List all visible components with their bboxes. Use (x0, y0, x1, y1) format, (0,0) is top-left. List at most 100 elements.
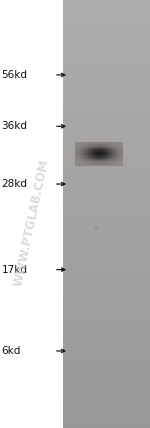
Bar (96, 147, 97, 148)
Bar (113, 142, 114, 143)
Bar (104, 146, 105, 147)
Bar (76, 146, 77, 147)
Bar (84, 152, 85, 153)
Bar (122, 145, 123, 146)
Bar (88, 152, 89, 153)
Bar (63, 315, 150, 317)
Bar (110, 155, 111, 157)
Bar (117, 165, 118, 166)
Bar (63, 321, 150, 322)
Bar (118, 157, 119, 158)
Bar (114, 146, 115, 147)
Bar (63, 385, 150, 386)
Bar (96, 145, 97, 146)
Bar (63, 424, 150, 425)
Bar (98, 147, 99, 148)
Bar (103, 143, 104, 145)
Bar (109, 165, 110, 166)
Bar (63, 144, 150, 146)
Bar (79, 146, 80, 147)
Bar (81, 165, 82, 166)
Bar (102, 160, 103, 161)
Bar (89, 151, 90, 152)
Bar (63, 113, 150, 114)
Bar (118, 148, 119, 149)
Bar (93, 155, 94, 157)
Bar (63, 107, 150, 108)
Bar (89, 165, 90, 166)
Bar (63, 369, 150, 371)
Bar (77, 152, 78, 153)
Bar (63, 338, 150, 339)
Bar (104, 143, 105, 145)
Bar (113, 160, 114, 161)
Bar (63, 364, 150, 365)
Bar (63, 31, 150, 33)
Bar (63, 214, 150, 215)
Bar (63, 218, 150, 220)
Bar (92, 165, 93, 166)
Bar (113, 152, 114, 153)
Bar (63, 84, 150, 86)
Bar (95, 165, 96, 166)
Bar (109, 161, 110, 163)
Bar (122, 154, 123, 155)
Bar (63, 264, 150, 265)
Bar (105, 148, 106, 149)
Bar (63, 238, 150, 240)
Bar (89, 155, 90, 157)
Bar (106, 165, 107, 166)
Bar (63, 277, 150, 278)
Bar (113, 143, 114, 145)
Bar (78, 155, 79, 157)
Bar (63, 26, 150, 27)
Bar (104, 153, 105, 154)
Bar (108, 149, 109, 151)
Bar (94, 143, 95, 145)
Bar (98, 159, 99, 160)
Bar (87, 152, 88, 153)
Bar (91, 163, 92, 165)
Bar (107, 157, 108, 158)
Bar (63, 137, 150, 138)
Bar (114, 160, 115, 161)
Bar (110, 161, 111, 163)
Bar (117, 149, 118, 151)
Bar (63, 215, 150, 217)
Bar (89, 147, 90, 148)
Bar (63, 253, 150, 254)
Bar (63, 164, 150, 166)
Bar (78, 165, 79, 166)
Bar (89, 159, 90, 160)
Bar (121, 145, 122, 146)
Bar (117, 157, 118, 158)
Bar (111, 154, 112, 155)
Bar (121, 152, 122, 153)
Bar (115, 155, 116, 157)
Bar (63, 267, 150, 268)
Bar (76, 145, 77, 146)
Bar (87, 159, 88, 160)
Bar (78, 143, 79, 145)
Bar (108, 161, 109, 163)
Bar (118, 161, 119, 163)
Bar (75, 158, 76, 159)
Bar (122, 165, 123, 166)
Bar (63, 188, 150, 190)
Bar (91, 155, 92, 157)
Bar (82, 151, 83, 152)
Bar (112, 152, 113, 153)
Bar (63, 234, 150, 235)
Bar (84, 159, 85, 160)
Bar (63, 386, 150, 388)
Bar (102, 161, 103, 163)
Bar (86, 155, 87, 157)
Bar (79, 145, 80, 146)
Bar (112, 158, 113, 159)
Bar (63, 357, 150, 358)
Bar (122, 151, 123, 152)
Bar (94, 146, 95, 147)
Bar (122, 142, 123, 143)
Bar (63, 265, 150, 267)
Bar (109, 149, 110, 151)
